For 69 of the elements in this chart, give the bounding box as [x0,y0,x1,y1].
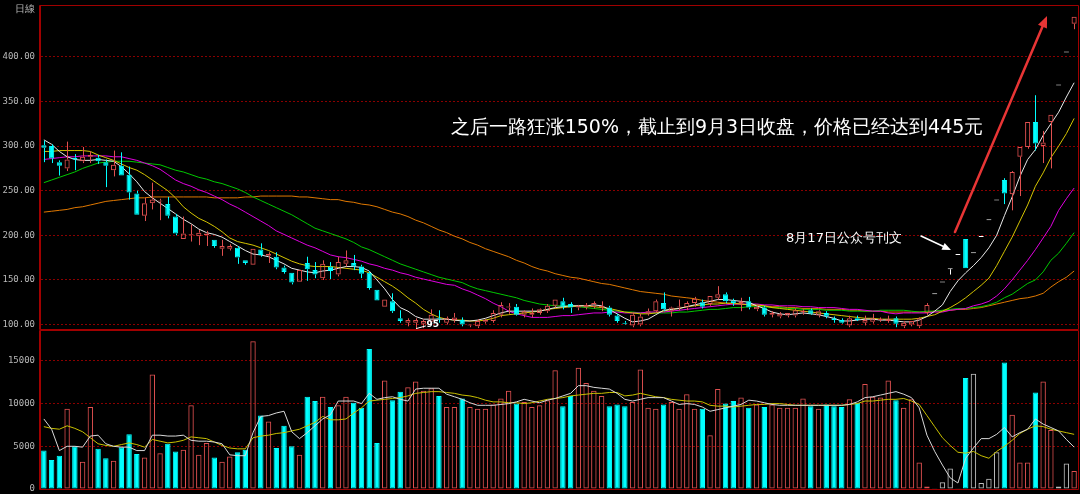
candlestick [877,316,884,323]
bar [126,434,132,489]
y-tick-label: 400.00 [2,51,35,62]
candlestick [606,305,612,318]
bar [72,446,78,489]
annotation: 之后一路狂涨150%，截止到9月3日收盘，价格已经达到445元 [450,114,984,137]
bar [614,404,620,489]
candlestick [49,143,55,164]
candlestick [242,260,248,266]
candlestick [358,264,365,279]
candlestick [56,159,62,177]
candlestick [258,242,264,258]
y-tick-label: 200.00 [2,229,35,240]
y-tick-label: 350.00 [2,95,35,106]
candlestick [722,291,729,304]
candlestick [366,270,372,291]
bar [41,450,47,489]
candlestick [351,254,357,271]
candlestick [459,316,465,327]
candlestick [234,245,241,265]
annotation: 95 [426,318,440,329]
candlestick [1032,94,1038,152]
candlestick [389,292,396,314]
y-tick-label: 300.00 [2,140,35,151]
candlestick [568,301,574,314]
bar [560,406,566,489]
y-tick-label: 250.00 [2,185,35,196]
bar [103,458,109,489]
candlestick [397,309,403,324]
candlestick [118,151,124,176]
candlestick [761,305,767,318]
bar [374,442,380,489]
candlestick [374,289,380,301]
chart-title: 日線 [15,2,35,14]
candlestick [103,158,109,188]
y-tick-label: 0 [29,483,35,494]
candlestick [839,317,845,323]
candlestick [808,307,814,314]
y-tick-label: 10000 [7,397,35,408]
candlestick [165,196,171,219]
bar [165,443,171,489]
bar [134,453,140,489]
candlestick [963,238,969,269]
candlestick [614,313,620,324]
candlestick [41,140,47,163]
annotation: 8月17日公众号刊文 [786,230,902,246]
y-tick-label: 15000 [7,355,35,366]
candlestick [312,261,318,279]
bar [281,425,287,489]
y-tick-label: 150.00 [2,274,35,285]
candlestick [173,213,179,236]
candlestick [1001,177,1007,205]
candlestick [304,256,310,282]
bar [312,401,318,489]
candlestick [211,239,217,249]
y-tick-label: 100.00 [2,318,35,329]
candlestick [513,303,519,315]
bar [436,395,442,489]
bar [459,398,465,489]
bar [211,457,217,489]
candlestick [126,166,132,201]
bar [172,451,179,489]
bar [893,400,899,489]
y-tick-label: 5000 [13,440,35,451]
bar [831,406,837,489]
bar [95,448,101,489]
candlestick [730,298,736,307]
bar [622,406,628,489]
bar [397,391,403,489]
